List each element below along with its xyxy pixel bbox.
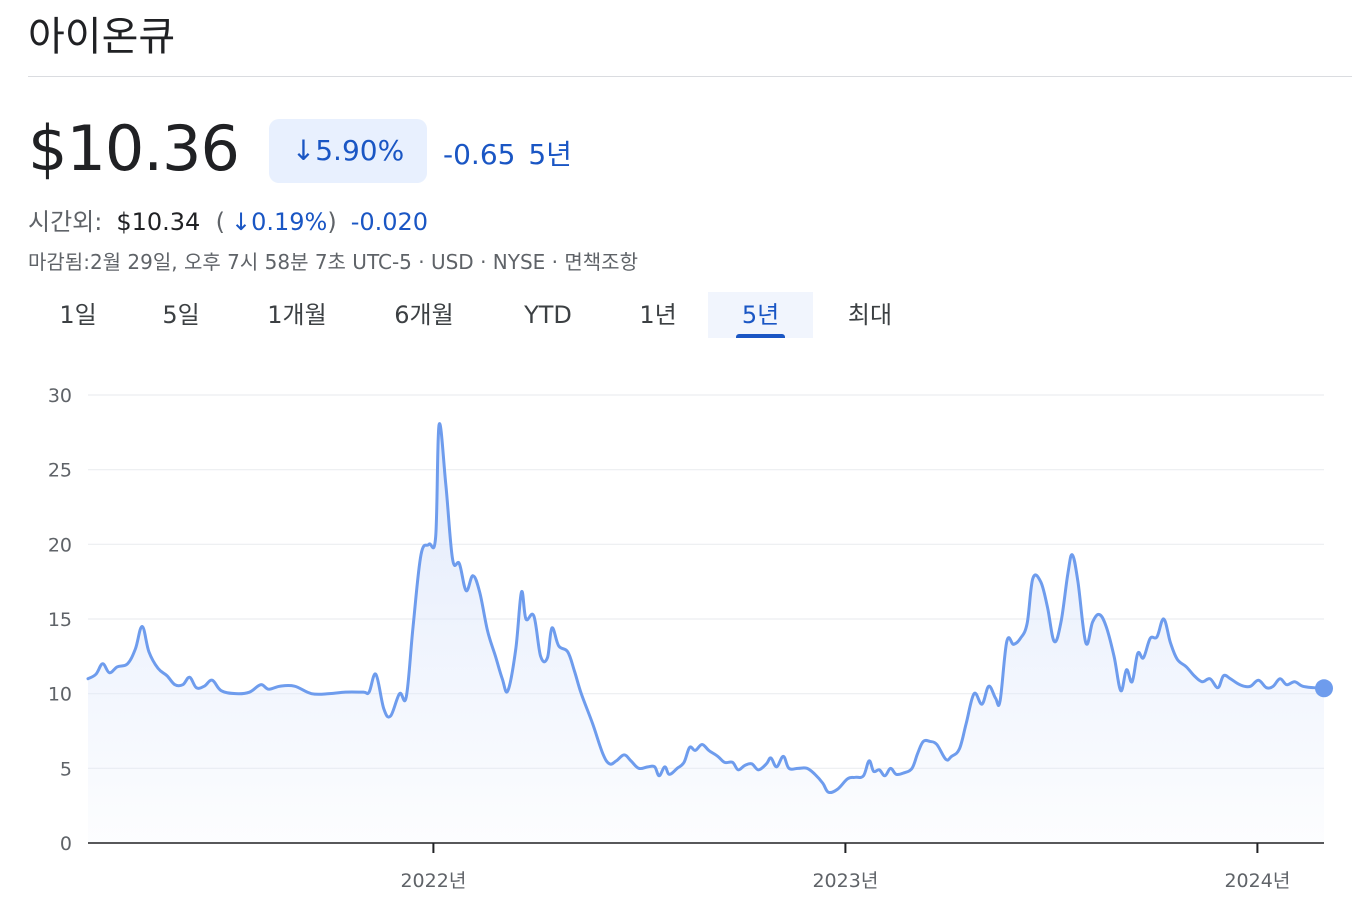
price-chart[interactable]: 0 5 10 15 20 25 30 2022년 2023년 2024년 [0, 360, 1352, 908]
tab-label: 1개월 [267, 301, 327, 329]
market-status-line: 마감됨:2월 29일, 오후 7시 58분 7초 UTC-5 · USD · N… [28, 250, 638, 274]
y-tick-label: 0 [60, 833, 72, 855]
active-tab-indicator [736, 334, 785, 338]
tab-label: 최대 [847, 301, 893, 329]
tab-ytd[interactable]: YTD [503, 292, 593, 338]
tab-label: 1일 [59, 301, 97, 329]
x-tick-label: 2022년 [400, 870, 466, 892]
y-axis-ticks: 0 5 10 15 20 25 30 [48, 385, 72, 855]
tab-label: 1년 [639, 301, 677, 329]
after-hours-percent: ↓0.19% [230, 208, 328, 236]
price-line[interactable] [86, 422, 1326, 795]
y-tick-label: 20 [48, 534, 72, 556]
change-summary: -0.65 5년 [443, 133, 576, 173]
after-hours-row: 시간외: $10.34 (↓0.19%) -0.020 [28, 202, 428, 237]
current-price: $10.36 [28, 112, 240, 185]
company-name: 아이온큐 [28, 14, 176, 60]
tab-1-month[interactable]: 1개월 [249, 292, 345, 338]
tab-label: YTD [524, 301, 572, 329]
tab-1-year[interactable]: 1년 [618, 292, 698, 338]
tab-5-day[interactable]: 5일 [141, 292, 221, 338]
after-hours-paren-open: ( [215, 208, 225, 236]
tab-5-year[interactable]: 5년 [708, 292, 813, 338]
y-tick-label: 10 [48, 684, 72, 706]
after-hours-abs: -0.020 [350, 208, 429, 236]
change-period: 5년 [528, 138, 572, 171]
tab-label: 6개월 [394, 301, 454, 329]
tab-max[interactable]: 최대 [829, 292, 911, 338]
y-tick-label: 5 [60, 758, 72, 780]
y-tick-label: 15 [48, 609, 72, 631]
y-tick-label: 25 [48, 460, 72, 482]
last-price-marker[interactable] [1315, 679, 1333, 698]
after-hours-price: $10.34 [116, 208, 201, 236]
tab-label: 5년 [741, 301, 780, 329]
tab-6-month[interactable]: 6개월 [376, 292, 472, 338]
after-hours-label: 시간외: [28, 208, 103, 236]
change-abs-value: -0.65 [443, 138, 516, 171]
change-percent-badge: ↓5.90% [269, 119, 427, 183]
tab-1-day[interactable]: 1일 [40, 292, 116, 338]
x-axis-ticks: 2022년 2023년 2024년 [400, 843, 1290, 892]
tab-label: 5일 [162, 301, 200, 329]
y-tick-label: 30 [48, 385, 72, 407]
x-tick-label: 2023년 [812, 870, 878, 892]
after-hours-paren-close: ) [327, 208, 337, 236]
x-tick-label: 2024년 [1224, 870, 1290, 892]
price-area-fill [88, 423, 1324, 843]
header-divider [28, 76, 1352, 77]
